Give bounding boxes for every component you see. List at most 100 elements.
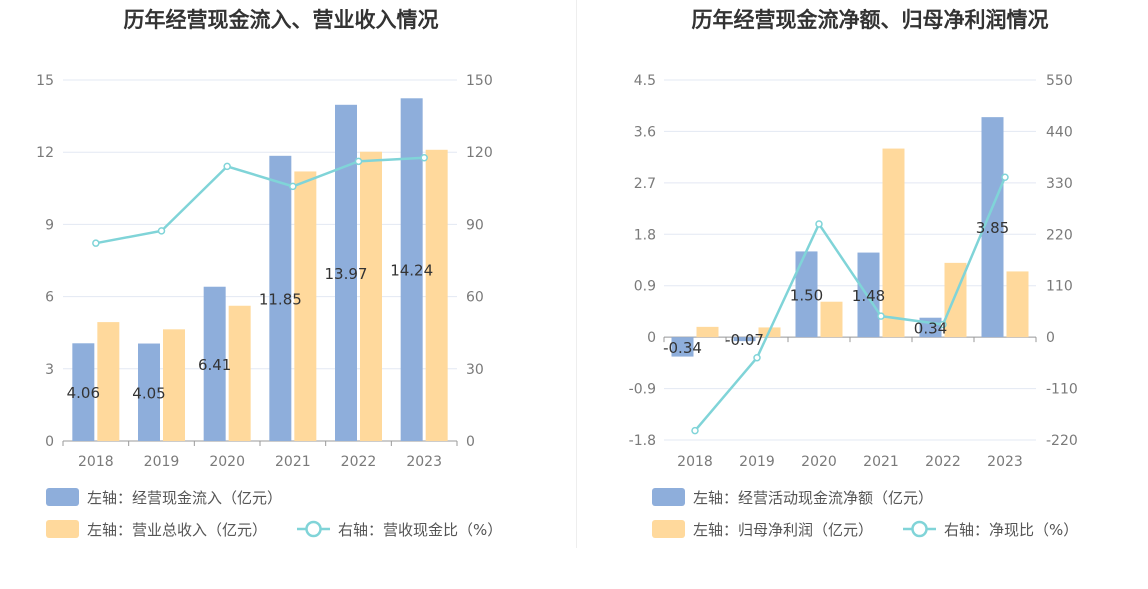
x-axis-category-label: 2018	[78, 454, 114, 470]
left-axis-tick-label: 6	[45, 290, 54, 306]
legend-label: 左轴：经营活动现金流净额（亿元）	[693, 489, 933, 507]
bar-data-label: 4.05	[132, 384, 165, 402]
bar-series-1	[857, 252, 880, 338]
cashflow-inflow-revenue-chart: 历年经营现金流入、营业收入情况 0 0 3 30 6 60 9 90 12 120 15 150 2018…	[36, 8, 502, 539]
bar-data-label: -0.07	[725, 331, 764, 349]
legend-label: 左轴：营业总收入（亿元）	[87, 521, 267, 539]
line-point	[877, 312, 885, 320]
legend-label: 右轴：净现比（%）	[944, 521, 1078, 539]
line-point	[691, 426, 699, 435]
left-axis-tick-label: -0.9	[629, 382, 656, 398]
right-axis-tick-label: -220	[1046, 433, 1078, 449]
x-axis-category-label: 2021	[275, 454, 311, 470]
bar-series-2	[1006, 271, 1029, 338]
bar-data-label: 1.48	[852, 287, 885, 305]
legend-label: 左轴：经营现金流入（亿元）	[87, 489, 282, 507]
right-axis-tick-label: 0	[466, 434, 475, 450]
x-axis-category-label: 2020	[209, 454, 245, 470]
bar-series-1	[203, 286, 226, 441]
line-point	[753, 353, 761, 362]
bar-series-1	[981, 117, 1004, 338]
left-axis-tick-label: 0	[45, 434, 54, 450]
bar-data-label: 11.85	[259, 290, 302, 308]
left-axis-tick-label: 15	[36, 73, 54, 89]
legend-swatch	[652, 488, 685, 506]
bar-data-label: 6.41	[198, 356, 231, 374]
bar-series-1	[795, 251, 818, 338]
right-axis-tick-label: 30	[466, 362, 484, 378]
left-axis-tick-label: 3.6	[634, 124, 656, 140]
left-axis-tick-label: 1.8	[634, 227, 656, 243]
bar-series-2	[360, 151, 382, 441]
chart-title: 历年经营现金流入、营业收入情况	[124, 8, 439, 32]
bar-data-label: 14.24	[390, 262, 433, 280]
left-axis-tick-label: 0	[647, 330, 656, 346]
bar-series-2	[820, 301, 843, 338]
bar-series-1	[138, 343, 160, 441]
legend-line-marker	[911, 520, 928, 538]
right-axis-tick-label: 110	[1046, 279, 1073, 295]
x-axis-category-label: 2023	[406, 454, 442, 470]
bar-data-label: 0.34	[914, 319, 947, 337]
left-axis-tick-label: 3	[45, 362, 54, 378]
line-point	[815, 220, 823, 228]
x-axis-category-label: 2019	[144, 454, 180, 470]
x-axis-category-label: 2018	[677, 454, 713, 470]
bar-series-2	[294, 171, 317, 441]
line-point	[939, 320, 947, 329]
net-cashflow-profit-chart: 历年经营现金流净额、归母净利润情况 -1.8 -220 -0.9 -110 0 0 0.9 11…	[629, 8, 1079, 539]
x-axis-category-label: 2022	[925, 454, 961, 470]
chart-title: 历年经营现金流净额、归母净利润情况	[692, 8, 1049, 32]
bar-series-2	[228, 305, 251, 441]
right-axis-tick-label: 60	[466, 290, 484, 306]
right-axis-tick-label: -110	[1046, 382, 1078, 398]
legend-label: 左轴：归母净利润（亿元）	[693, 521, 873, 539]
left-axis-tick-label: 2.7	[634, 176, 656, 192]
right-axis-tick-label: 440	[1046, 124, 1073, 140]
bar-series-1	[400, 98, 423, 442]
x-axis-category-label: 2021	[863, 454, 899, 470]
left-axis-tick-label: 0.9	[634, 279, 656, 295]
legend-label: 右轴：营收现金比（%）	[338, 521, 502, 539]
left-axis-tick-label: 12	[36, 145, 54, 161]
x-axis-category-label: 2020	[801, 454, 837, 470]
line-point	[420, 153, 428, 162]
left-axis-tick-label: -1.8	[629, 433, 656, 449]
x-axis-category-label: 2023	[987, 454, 1023, 470]
right-axis-tick-label: 120	[466, 145, 493, 161]
bar-series-1	[733, 337, 756, 342]
bar-series-2	[163, 329, 185, 441]
bar-series-2	[882, 148, 905, 338]
line-point	[289, 182, 297, 191]
x-axis-category-label: 2022	[341, 454, 377, 470]
chart-panel-right: 历年经营现金流净额、归母净利润情况 -1.8 -220 -0.9 -110 0 0 0.9 11…	[574, 0, 1148, 589]
legend-swatch	[46, 520, 79, 538]
left-axis-tick-label: 4.5	[634, 73, 656, 89]
line-point	[157, 227, 166, 235]
bar-series-2	[97, 322, 120, 441]
right-axis-tick-label: 0	[1046, 330, 1055, 346]
panel-divider	[576, 0, 577, 548]
line-series	[694, 176, 1007, 432]
bar-series-1	[72, 343, 95, 441]
legend-swatch	[46, 488, 79, 506]
line-point	[223, 162, 231, 171]
legend-swatch	[652, 520, 685, 538]
line-point	[354, 157, 363, 166]
bar-data-label: 1.50	[790, 286, 823, 304]
left-axis-tick-label: 9	[45, 217, 54, 233]
bar-series-1	[269, 155, 292, 441]
legend-line-marker	[305, 520, 322, 538]
right-axis-tick-label: 220	[1046, 227, 1073, 243]
bar-data-label: 13.97	[325, 265, 368, 283]
line-point	[1001, 173, 1009, 181]
line-point	[92, 239, 100, 247]
line-series	[95, 156, 425, 245]
right-axis-tick-label: 550	[1046, 73, 1073, 89]
bar-series-2	[696, 326, 719, 338]
bar-series-1	[671, 337, 694, 357]
bar-data-label: 3.85	[976, 219, 1009, 237]
bar-data-label: -0.34	[663, 339, 702, 357]
chart-panel-left: 历年经营现金流入、营业收入情况 0 0 3 30 6 60 9 90 12 120 15 150 2018…	[36, 8, 502, 539]
right-axis-tick-label: 90	[466, 217, 484, 233]
